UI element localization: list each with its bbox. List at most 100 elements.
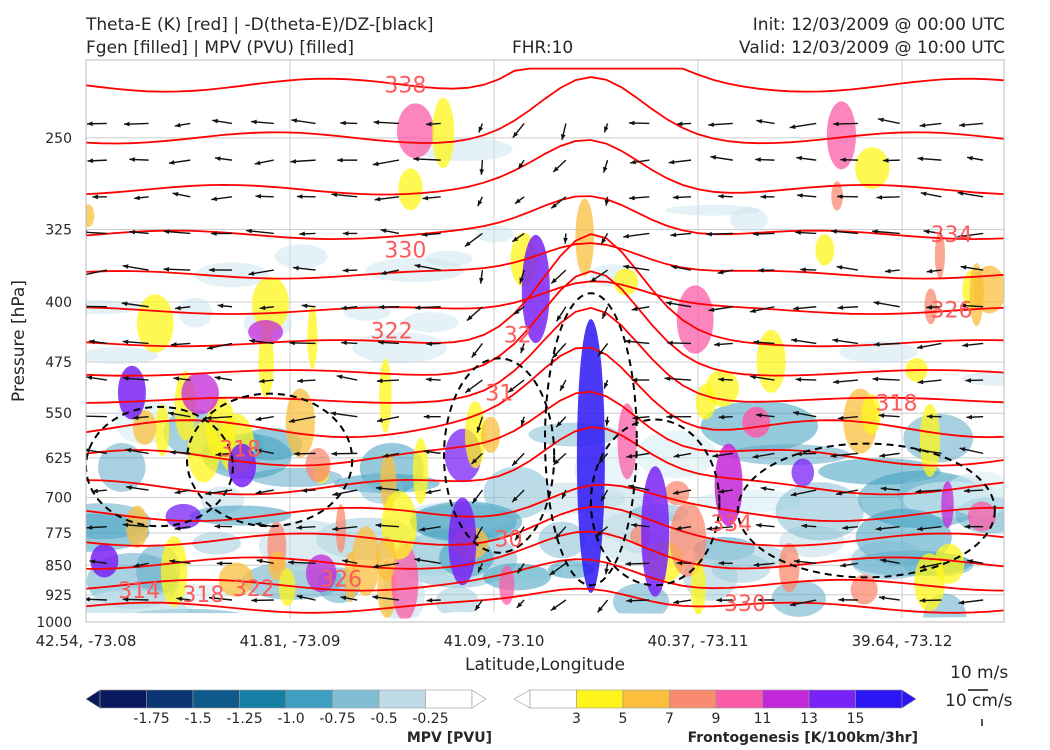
y-tick-label: 850 (45, 558, 72, 574)
title-line-1: Theta-E (K) [red] | -D(theta-E)/DZ-[blac… (86, 15, 434, 35)
wind-vector-head (214, 156, 221, 161)
wind-vector-head (796, 155, 803, 161)
fgen-colorbar-extend (901, 689, 917, 709)
title-line-2: Fgen [filled] | MPV (PVU) [filled] (86, 38, 355, 58)
wind-vector-head (755, 523, 762, 528)
wind-vector-head (516, 602, 523, 608)
wind-vector-head (372, 161, 379, 167)
theta-e-contour (86, 426, 1004, 496)
wind-vector-head (960, 303, 967, 309)
wind-vector-head (604, 568, 609, 575)
wind-vector-head (604, 199, 610, 206)
y-tick-label: 400 (45, 295, 72, 311)
wind-vector-head (414, 305, 421, 311)
mpv-fill-region (402, 312, 459, 333)
wind-vector-head (882, 158, 889, 163)
wind-vector-head (550, 605, 557, 611)
wind-vector-head (290, 159, 297, 164)
wind-vector-head (796, 451, 802, 457)
wind-vector-head (341, 305, 347, 311)
mpv-colorbar-swatch (378, 689, 426, 709)
wind-vector-head (423, 414, 430, 420)
wind-vector-head (122, 376, 129, 381)
y-tick-label: 550 (45, 406, 72, 422)
fgen-colorbar-swatch (669, 689, 717, 709)
theta-e-label: 30 (495, 528, 523, 553)
wind-vector-head (293, 451, 300, 457)
mpv-fill-region (771, 580, 826, 617)
mpv-fill-region (775, 482, 864, 541)
frontogenesis-fill-region (815, 234, 835, 266)
wind-vector-head (790, 491, 797, 497)
wind-vector-head (519, 277, 524, 284)
wind-vector-head (752, 454, 759, 459)
frontogenesis-fill-region (278, 568, 296, 607)
wind-vector-head (590, 277, 597, 283)
y-tick-label: 475 (45, 355, 72, 371)
wind-vector-head (959, 122, 965, 128)
theta-e-label: 318 (219, 437, 261, 462)
wind-vector-head (426, 598, 433, 603)
wind-vector-head (789, 124, 796, 130)
wind-vector-head (665, 301, 672, 306)
theta-e-label: 31 (485, 382, 513, 407)
wind-vector-head (376, 378, 383, 384)
fgen-colorbar-swatch (855, 689, 903, 709)
wind-vector-head (465, 387, 472, 393)
theta-e-contour (86, 587, 1004, 614)
wind-vector-head (837, 415, 844, 421)
wind-vector-head (553, 459, 560, 465)
mpv-colorbar-tick: -0.5 (370, 711, 397, 727)
wind-vector-head (512, 131, 519, 138)
wind-vector-head (129, 229, 136, 235)
frontogenesis-core (641, 466, 670, 597)
wind-vector-head (836, 265, 843, 270)
theta-e-contour (86, 233, 1004, 348)
wind-vector-head (626, 598, 632, 604)
wind-vector (86, 415, 107, 418)
ddz-contour (86, 405, 234, 528)
frontogenesis-fill-region (850, 574, 878, 605)
wind-vector-head (708, 307, 715, 312)
mpv-colorbar-tick: -1.25 (226, 711, 262, 727)
wind-vector-head (209, 595, 215, 601)
mpv-colorbar-swatch (99, 689, 147, 709)
wind-vector-head (967, 155, 973, 161)
mpv-fill-region (365, 258, 465, 283)
wind-vector-head (598, 458, 604, 464)
wind-vector-head (296, 194, 303, 199)
wind-vector-head (331, 451, 337, 457)
wind-vector-head (291, 118, 298, 124)
wind-vector-head (604, 382, 609, 389)
wind-vector-head (472, 497, 478, 504)
wind-vector-head (840, 562, 846, 568)
fgen-colorbar-tick: 15 (847, 711, 865, 727)
wind-vector-head (255, 416, 262, 422)
wind-vector-head (378, 304, 385, 310)
wind-vector-head (205, 415, 212, 421)
frontogenesis-fill-region (432, 97, 455, 169)
wind-vector-head (628, 484, 634, 490)
frontogenesis-core (117, 365, 146, 420)
wind-vector-head (706, 526, 713, 531)
theta-e-label: 318 (875, 392, 917, 417)
theta-e-contour (86, 505, 1004, 547)
mpv-colorbar-label: MPV [PVU] (407, 730, 492, 746)
frontogenesis-fill-region (285, 388, 315, 458)
fgen-colorbar-swatch (715, 689, 763, 709)
wind-vector-head (293, 265, 299, 271)
wind-vector-head (123, 121, 130, 127)
x-axis-label: Latitude,Longitude (465, 655, 625, 675)
frontogenesis-fill-region (756, 329, 786, 393)
mpv-fill-region (192, 531, 241, 555)
wind-vector-head (211, 231, 217, 236)
frontogenesis-core (576, 319, 605, 593)
theta-e-contour (86, 195, 1004, 241)
wind-vector-head (750, 308, 756, 313)
wind-vector-head (122, 339, 129, 345)
wind-vector-head (340, 595, 347, 601)
x-tick-label: 39.64, -73.12 (852, 632, 953, 650)
frontogenesis-fill-region (499, 565, 515, 606)
wind-vector-head (791, 338, 798, 343)
wind-vector-head (256, 558, 263, 564)
